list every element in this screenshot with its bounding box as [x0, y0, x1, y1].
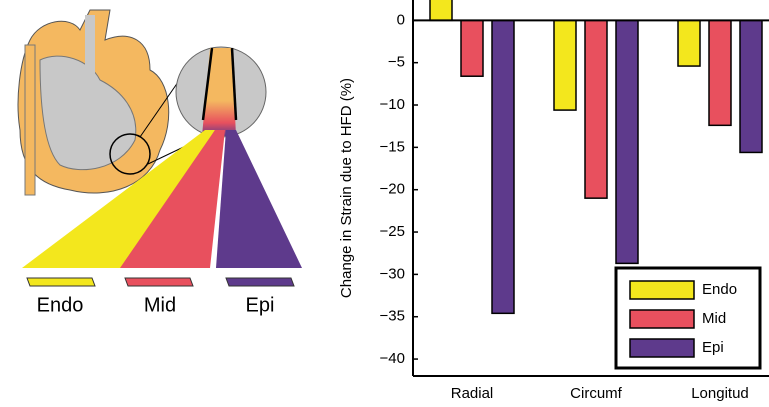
- bar: [461, 20, 483, 76]
- bar: [678, 20, 700, 66]
- bar: [585, 20, 607, 198]
- bar: [709, 20, 731, 125]
- legend: Endo Mid Epi: [616, 268, 760, 368]
- x-tick-label: Circumf: [570, 385, 622, 402]
- y-tick-label: −15: [380, 138, 405, 155]
- y-tick-label: −10: [380, 96, 405, 113]
- plot: 0 −5 −10 −15 −20 −25 −30 −35 −40 Radial Circumf Lon…: [380, 0, 769, 402]
- layer-label: Mid: [144, 294, 176, 316]
- legend-label: Mid: [702, 310, 726, 327]
- x-tick-label: Longitud: [691, 385, 749, 402]
- y-axis-label: Change in Strain due to HFD (%): [338, 78, 355, 298]
- bar: [616, 20, 638, 263]
- bar: [740, 20, 762, 152]
- y-tick-label: −5: [388, 54, 405, 71]
- x-tick-label: Radial: [451, 385, 494, 402]
- legend-swatch: [630, 310, 694, 328]
- y-tick-label: −30: [380, 265, 405, 282]
- legend-swatch: [630, 281, 694, 299]
- y-tick-label: −25: [380, 223, 405, 240]
- legend-label: Epi: [702, 339, 724, 356]
- bar: [430, 0, 452, 20]
- y-tick-label: −35: [380, 308, 405, 325]
- bars: [430, 0, 762, 313]
- y-tick-label: 0: [397, 11, 405, 28]
- y-tick-label: −20: [380, 181, 405, 198]
- layer-label: Endo: [37, 294, 84, 316]
- figure: Endo Mid Epi Change in Strain due to HFD…: [0, 0, 769, 407]
- bar: [492, 20, 514, 313]
- legend-label: Endo: [702, 281, 737, 298]
- heart-illustration: Endo Mid Epi: [18, 10, 302, 316]
- bar: [554, 20, 576, 110]
- layer-label: Epi: [246, 294, 275, 316]
- legend-swatch: [630, 339, 694, 357]
- y-tick-label: −40: [380, 350, 405, 367]
